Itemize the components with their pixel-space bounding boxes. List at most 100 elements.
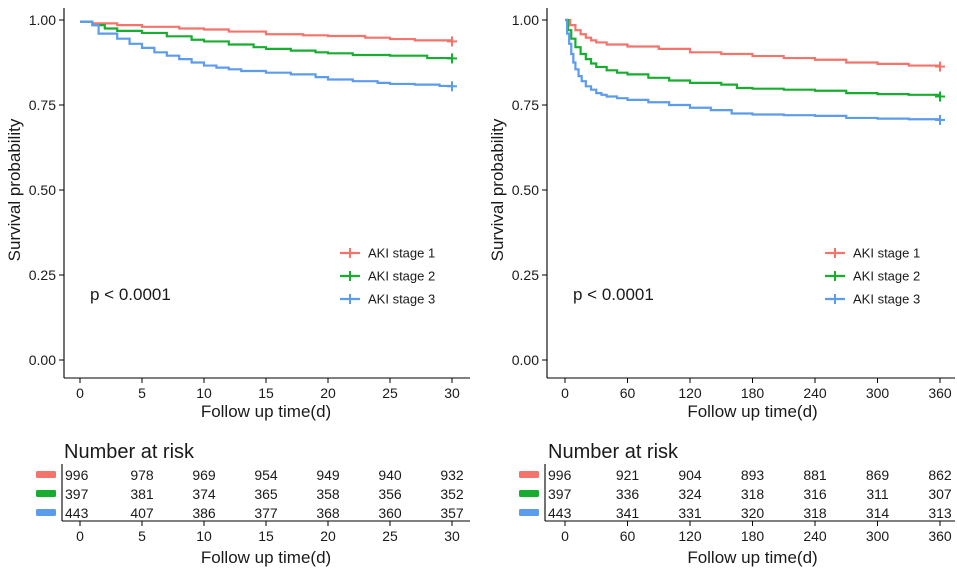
km-curve-stage-1 bbox=[80, 20, 454, 42]
risk-table-title: Number at risk bbox=[64, 441, 195, 463]
legend-entry-stage-2: AKI stage 2 bbox=[340, 269, 435, 284]
p-value-annotation: p < 0.0001 bbox=[90, 285, 171, 304]
risk-table-tick-label: 360 bbox=[928, 528, 952, 544]
risk-table-tick-label: 300 bbox=[866, 528, 890, 544]
risk-count: 407 bbox=[130, 505, 154, 521]
risk-count: 318 bbox=[741, 486, 765, 502]
risk-table-tick-label: 0 bbox=[76, 528, 84, 544]
km-curve-stage-3 bbox=[80, 20, 454, 88]
x-tick-label: 25 bbox=[382, 385, 398, 401]
legend-label: AKI stage 1 bbox=[368, 246, 435, 261]
risk-count: 314 bbox=[866, 505, 890, 521]
risk-count: 365 bbox=[254, 486, 278, 502]
risk-table-tick-label: 120 bbox=[678, 528, 702, 544]
y-tick-label: 0.50 bbox=[29, 182, 56, 198]
risk-row-swatch-stage-3 bbox=[519, 509, 539, 516]
risk-count: 368 bbox=[316, 505, 340, 521]
y-tick-label: 1.00 bbox=[512, 12, 539, 28]
risk-count: 862 bbox=[928, 467, 952, 483]
x-tick-label: 300 bbox=[866, 385, 890, 401]
risk-count: 921 bbox=[616, 467, 640, 483]
x-tick-label: 240 bbox=[803, 385, 827, 401]
risk-count: 978 bbox=[130, 467, 154, 483]
y-tick-label: 0.00 bbox=[29, 352, 56, 368]
risk-count: 320 bbox=[741, 505, 765, 521]
x-axis-label: Follow up time(d) bbox=[201, 402, 331, 421]
risk-count: 360 bbox=[378, 505, 402, 521]
legend-entry-stage-1: AKI stage 1 bbox=[825, 246, 920, 261]
legend-label: AKI stage 2 bbox=[853, 269, 920, 284]
y-tick-label: 1.00 bbox=[29, 12, 56, 28]
risk-count: 324 bbox=[678, 486, 702, 502]
risk-table-tick-label: 15 bbox=[258, 528, 274, 544]
risk-count: 318 bbox=[803, 505, 827, 521]
risk-table-x-label: Follow up time(d) bbox=[687, 548, 817, 567]
risk-count: 443 bbox=[65, 505, 89, 521]
risk-table-title: Number at risk bbox=[548, 441, 679, 463]
risk-count: 357 bbox=[440, 505, 464, 521]
risk-count: 893 bbox=[741, 467, 765, 483]
risk-table-tick-label: 30 bbox=[444, 528, 460, 544]
risk-count: 377 bbox=[254, 505, 278, 521]
risk-table-x-label: Follow up time(d) bbox=[201, 548, 331, 567]
y-axis-label: Survival probability bbox=[488, 118, 507, 261]
risk-count: 940 bbox=[378, 467, 402, 483]
risk-count: 996 bbox=[548, 467, 572, 483]
y-tick-label: 0.50 bbox=[512, 182, 539, 198]
x-tick-label: 120 bbox=[678, 385, 702, 401]
x-axis-label: Follow up time(d) bbox=[687, 402, 817, 421]
risk-count: 358 bbox=[316, 486, 340, 502]
risk-count: 313 bbox=[928, 505, 952, 521]
x-tick-label: 20 bbox=[320, 385, 336, 401]
risk-table-tick-label: 20 bbox=[320, 528, 336, 544]
km-curve-stage-3 bbox=[565, 18, 942, 121]
risk-table-tick-label: 0 bbox=[561, 528, 569, 544]
legend-label: AKI stage 1 bbox=[853, 246, 920, 261]
risk-row-swatch-stage-1 bbox=[36, 471, 56, 478]
risk-table-tick-label: 25 bbox=[382, 528, 398, 544]
risk-count: 904 bbox=[678, 467, 702, 483]
x-tick-label: 5 bbox=[138, 385, 146, 401]
y-tick-label: 0.75 bbox=[512, 97, 539, 113]
x-tick-label: 0 bbox=[561, 385, 569, 401]
risk-table-tick-label: 5 bbox=[138, 528, 146, 544]
risk-count: 397 bbox=[65, 486, 89, 502]
risk-count: 352 bbox=[440, 486, 464, 502]
risk-count: 316 bbox=[803, 486, 827, 502]
km-curve-stage-2 bbox=[80, 20, 454, 60]
risk-count: 341 bbox=[616, 505, 640, 521]
km-panel-1: 0.00 0.25 0.50 0.75 1.00 0 5 10 15 20 25 30 Follow u… bbox=[5, 8, 470, 567]
x-tick-label: 60 bbox=[620, 385, 636, 401]
risk-row-swatch-stage-3 bbox=[36, 509, 56, 516]
risk-count: 397 bbox=[548, 486, 572, 502]
risk-count: 356 bbox=[378, 486, 402, 502]
risk-table-2: Number at risk 996 921 904 893 881 869 862 397 33… bbox=[519, 441, 955, 567]
legend-label: AKI stage 3 bbox=[853, 292, 920, 307]
x-tick-label: 30 bbox=[444, 385, 460, 401]
legend-label: AKI stage 3 bbox=[368, 292, 435, 307]
risk-count: 331 bbox=[678, 505, 702, 521]
legend-entry-stage-1: AKI stage 1 bbox=[340, 246, 435, 261]
risk-table-tick-label: 180 bbox=[741, 528, 765, 544]
risk-count: 949 bbox=[316, 467, 340, 483]
risk-count: 307 bbox=[928, 486, 952, 502]
km-curve-stage-1 bbox=[565, 18, 942, 67]
p-value-annotation: p < 0.0001 bbox=[573, 285, 654, 304]
legend-label: AKI stage 2 bbox=[368, 269, 435, 284]
risk-row-swatch-stage-2 bbox=[36, 490, 56, 497]
km-curve-stage-2 bbox=[565, 18, 942, 97]
risk-row-swatch-stage-1 bbox=[519, 471, 539, 478]
risk-count: 336 bbox=[616, 486, 640, 502]
x-tick-label: 10 bbox=[196, 385, 212, 401]
risk-count: 311 bbox=[866, 486, 889, 502]
y-axis-label: Survival probability bbox=[5, 118, 24, 261]
y-tick-label: 0.00 bbox=[512, 352, 539, 368]
risk-count: 869 bbox=[866, 467, 890, 483]
risk-count: 381 bbox=[130, 486, 154, 502]
risk-count: 996 bbox=[65, 467, 89, 483]
x-tick-label: 180 bbox=[741, 385, 765, 401]
y-tick-label: 0.75 bbox=[29, 97, 56, 113]
risk-table-tick-label: 60 bbox=[620, 528, 636, 544]
